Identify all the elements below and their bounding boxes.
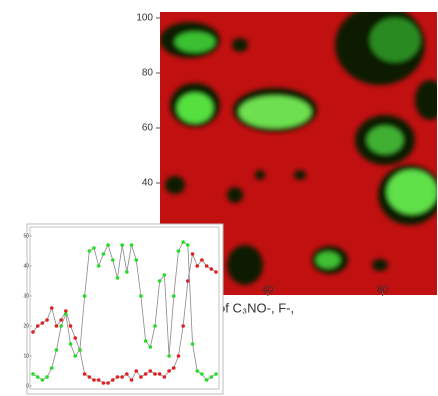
data-point bbox=[209, 375, 214, 379]
data-point bbox=[120, 243, 124, 247]
data-point bbox=[162, 273, 167, 277]
data-point bbox=[167, 369, 171, 373]
data-point bbox=[101, 252, 106, 256]
data-point bbox=[195, 264, 200, 268]
data-point bbox=[106, 381, 110, 385]
x-tick-label: 80 bbox=[377, 285, 389, 296]
data-point bbox=[200, 258, 204, 262]
data-point bbox=[45, 318, 49, 322]
data-point bbox=[59, 318, 63, 322]
data-point bbox=[92, 378, 96, 382]
data-point bbox=[134, 258, 139, 262]
y-tick-label: 0 bbox=[26, 383, 29, 389]
data-point bbox=[125, 372, 129, 376]
data-point bbox=[143, 339, 148, 343]
x-tick-label: 40 bbox=[262, 285, 274, 296]
data-point bbox=[204, 264, 209, 268]
data-point bbox=[87, 249, 92, 253]
data-point bbox=[106, 243, 110, 247]
data-point bbox=[64, 312, 68, 316]
data-point bbox=[120, 375, 124, 379]
data-point bbox=[181, 324, 185, 328]
data-point bbox=[110, 378, 115, 382]
y-tick-label: 50 bbox=[23, 233, 29, 239]
data-point bbox=[157, 279, 162, 283]
data-point bbox=[148, 345, 153, 349]
data-point bbox=[68, 324, 73, 328]
series-line bbox=[32, 241, 217, 381]
data-point bbox=[40, 321, 45, 325]
data-point bbox=[68, 342, 73, 346]
data-point bbox=[31, 330, 35, 334]
data-point bbox=[153, 372, 157, 376]
data-point bbox=[209, 267, 214, 271]
data-point bbox=[59, 324, 63, 328]
data-point bbox=[54, 348, 59, 352]
data-point bbox=[200, 372, 204, 376]
data-point bbox=[73, 354, 78, 358]
data-point bbox=[110, 258, 115, 262]
data-point bbox=[64, 309, 68, 313]
data-point bbox=[45, 375, 49, 379]
data-point bbox=[195, 369, 200, 373]
data-point bbox=[49, 306, 54, 310]
data-point bbox=[171, 294, 176, 298]
data-point bbox=[78, 348, 82, 352]
data-point bbox=[143, 372, 148, 376]
inset-panel bbox=[26, 223, 224, 395]
data-point bbox=[125, 270, 129, 274]
data-point bbox=[214, 372, 218, 376]
data-point bbox=[101, 381, 106, 385]
data-point bbox=[87, 375, 92, 379]
data-point bbox=[190, 252, 195, 256]
data-point bbox=[171, 366, 176, 370]
data-point bbox=[186, 243, 190, 247]
y-tick-label: 40 bbox=[23, 263, 29, 269]
data-point bbox=[190, 342, 195, 346]
y-tick-label: 100 bbox=[136, 13, 153, 24]
series-line bbox=[32, 252, 217, 384]
data-point bbox=[31, 372, 35, 376]
data-point bbox=[92, 246, 96, 250]
data-point bbox=[176, 354, 181, 358]
data-point bbox=[214, 270, 218, 274]
data-point bbox=[54, 324, 59, 328]
data-point bbox=[35, 375, 40, 379]
data-point bbox=[73, 336, 78, 340]
data-point bbox=[148, 369, 153, 373]
data-point bbox=[35, 324, 40, 328]
data-point bbox=[134, 369, 139, 373]
data-point bbox=[176, 249, 181, 253]
data-point bbox=[167, 354, 171, 358]
x-axis-label: of C₃NO-, F-, bbox=[218, 300, 294, 315]
data-point bbox=[82, 294, 87, 298]
y-tick-label: 20 bbox=[23, 323, 29, 329]
data-point bbox=[139, 294, 143, 298]
data-point bbox=[153, 324, 157, 328]
data-point bbox=[129, 378, 134, 382]
y-tick-label: 80 bbox=[142, 68, 154, 79]
inset-plot-frame bbox=[29, 226, 220, 390]
data-point bbox=[181, 240, 185, 244]
data-point bbox=[40, 378, 45, 382]
data-point bbox=[204, 378, 209, 382]
data-point bbox=[96, 264, 101, 268]
data-point bbox=[186, 279, 190, 283]
data-point bbox=[96, 378, 101, 382]
data-point bbox=[129, 243, 134, 247]
data-point bbox=[115, 375, 120, 379]
y-tick-label: 30 bbox=[23, 293, 29, 299]
y-tick-label: 60 bbox=[142, 123, 154, 134]
data-point bbox=[162, 375, 167, 379]
y-tick-label: 40 bbox=[142, 178, 154, 189]
y-tick-label: 10 bbox=[23, 353, 29, 359]
data-point bbox=[139, 375, 143, 379]
data-point bbox=[82, 372, 87, 376]
data-point bbox=[115, 276, 120, 280]
data-point bbox=[49, 366, 54, 370]
data-point bbox=[157, 372, 162, 376]
